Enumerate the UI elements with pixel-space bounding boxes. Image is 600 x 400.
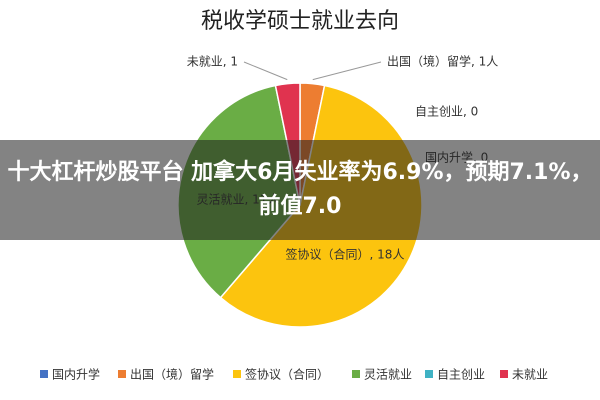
legend-swatch (233, 370, 241, 378)
legend-label: 灵活就业 (364, 368, 412, 382)
legend-label: 签协议（合同） (245, 367, 329, 382)
data-label: 签协议（合同）, 18人 (286, 247, 405, 262)
banner-text: 十大杠杆炒股平台 加拿大6月失业率为6.9%，预期7.1%，前值7.0 (7, 160, 593, 219)
legend-swatch (425, 370, 433, 378)
legend-swatch (500, 370, 508, 378)
legend-swatch (40, 370, 48, 378)
data-label: 出国（境）留学, 1人 (387, 54, 498, 69)
legend-swatch (118, 370, 126, 378)
banner: 十大杠杆炒股平台 加拿大6月失业率为6.9%，预期7.1%，前值7.0 (0, 140, 600, 240)
data-label: 未就业, 1 (187, 55, 238, 69)
legend-label: 出国（境）留学 (130, 367, 214, 382)
legend-label: 未就业 (512, 368, 548, 382)
legend-label: 国内升学 (52, 367, 100, 382)
legend-label: 自主创业 (437, 368, 485, 382)
legend-swatch (352, 370, 360, 378)
chart-title: 税收学硕士就业去向 (201, 9, 399, 34)
leader-line (243, 61, 288, 81)
leader-line (312, 61, 382, 81)
data-label: 自主创业, 0 (415, 105, 478, 119)
